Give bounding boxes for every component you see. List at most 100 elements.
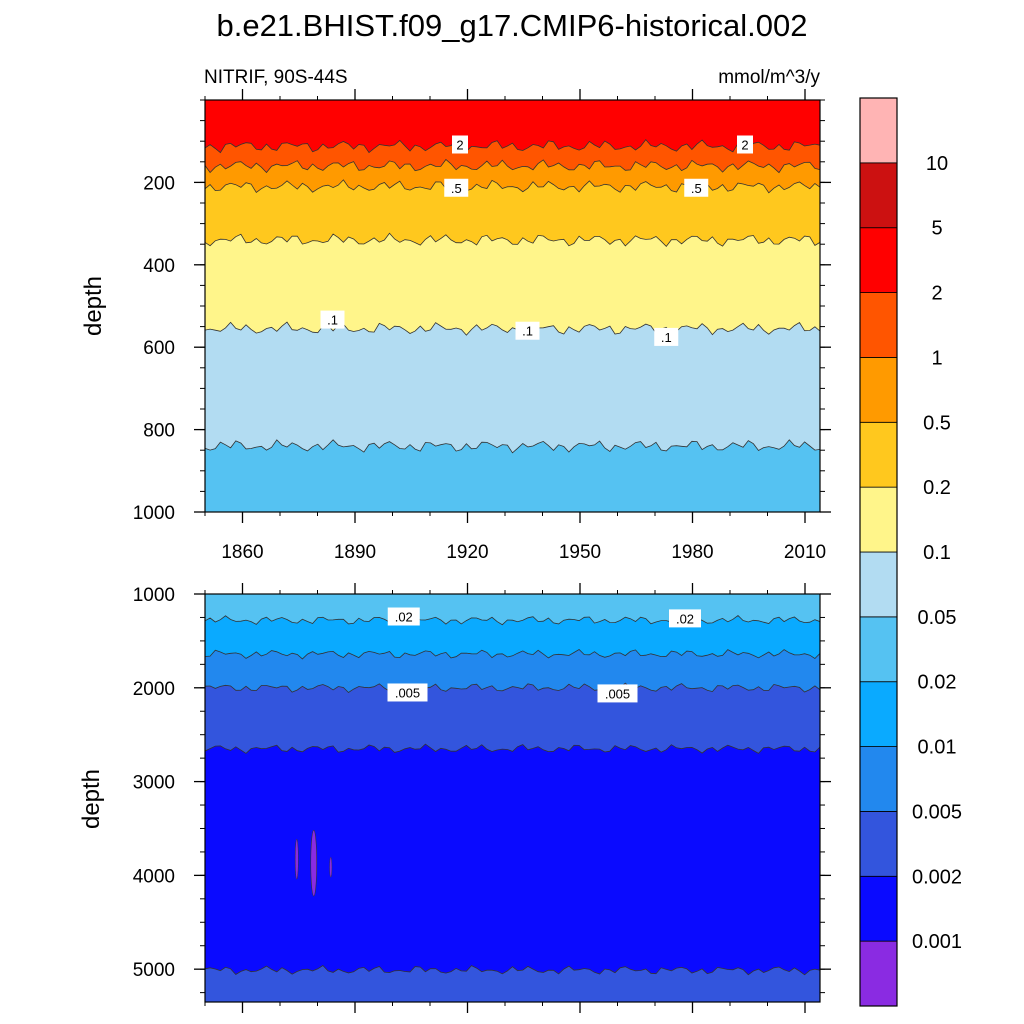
bottom-contour-band bbox=[205, 683, 820, 754]
top-right-label: mmol/m^3/y bbox=[718, 67, 820, 88]
bottom-contour-band bbox=[205, 649, 820, 693]
bottom-ytick-label: 2000 bbox=[133, 679, 175, 700]
top-contour-line bbox=[205, 158, 820, 174]
top-contour-band bbox=[205, 179, 820, 247]
bottom-contour-label-text: .02 bbox=[676, 611, 694, 626]
bottom-contour-label: .02 bbox=[669, 609, 701, 628]
top-contour-label: 2 bbox=[737, 135, 753, 154]
top-contour-line bbox=[205, 439, 820, 454]
colorbar-box bbox=[859, 681, 898, 747]
colorbar-box bbox=[859, 551, 898, 618]
top-xtick-label: 1950 bbox=[559, 542, 601, 563]
top-contour-label-text: .1 bbox=[327, 313, 338, 328]
bottom-contour-band bbox=[205, 615, 820, 659]
bottom-contour-line bbox=[205, 682, 820, 694]
top-contour-label-text: .1 bbox=[661, 330, 672, 345]
top-contour-label: .1 bbox=[320, 310, 345, 329]
colorbar-box bbox=[859, 162, 898, 229]
top-panel: 2 2 .5 .5 .1 .1 .1 1860 1890 1920 1950 1980 2010 200 4… bbox=[133, 89, 831, 563]
bottom-panel: .02 .02 .005 .005 1000 2000 3000 4000 5000 bbox=[133, 583, 831, 1013]
top-contour-label-text: .5 bbox=[451, 181, 462, 196]
bottom-contour-label-text: .005 bbox=[395, 685, 420, 700]
top-contour-line bbox=[205, 321, 820, 336]
bottom-ytick-label: 3000 bbox=[133, 773, 175, 794]
colorbar-box bbox=[859, 421, 898, 488]
top-ytick-label: 800 bbox=[143, 421, 175, 442]
top-contour-label-text: .5 bbox=[691, 181, 702, 196]
colorbar-label: 0.2 bbox=[923, 477, 951, 499]
colorbar-label: 0.001 bbox=[912, 931, 962, 953]
top-contour-label: .1 bbox=[654, 327, 679, 346]
bottom-ylabel: depth bbox=[78, 769, 105, 829]
top-xtick-label: 2010 bbox=[784, 542, 826, 563]
top-contour-band bbox=[205, 139, 820, 173]
top-contour-line bbox=[205, 179, 820, 194]
bottom-ytick-label: 1000 bbox=[133, 585, 175, 606]
top-contour-label: .5 bbox=[444, 178, 469, 197]
top-contour-band bbox=[205, 100, 820, 153]
figure-title: b.e21.BHIST.f09_g17.CMIP6-historical.002 bbox=[216, 8, 807, 43]
top-contour-label: .5 bbox=[684, 178, 709, 197]
bottom-contour-line bbox=[205, 648, 820, 660]
top-contour-label: 2 bbox=[452, 135, 468, 154]
top-contour-label-text: .1 bbox=[522, 324, 533, 339]
top-xtick-label: 1920 bbox=[446, 542, 488, 563]
top-contour-label-text: 2 bbox=[456, 137, 463, 152]
top-contour-label: .1 bbox=[515, 321, 540, 340]
colorbar-box bbox=[859, 616, 898, 683]
colorbar-box bbox=[859, 875, 898, 942]
bottom-contour-patch bbox=[310, 829, 318, 897]
colorbar-label: 1 bbox=[931, 347, 942, 369]
bottom-contour-band bbox=[205, 594, 820, 625]
colorbar-box bbox=[859, 227, 898, 293]
colorbar-box bbox=[859, 486, 898, 553]
colorbar-box bbox=[859, 940, 898, 1007]
top-contour-band bbox=[205, 439, 820, 512]
bottom-contour-label-text: .02 bbox=[395, 610, 413, 625]
colorbar-box bbox=[859, 97, 898, 164]
top-ytick-label: 200 bbox=[143, 173, 175, 194]
colorbar-label: 2 bbox=[931, 283, 942, 305]
colorbar-box bbox=[859, 292, 898, 358]
bottom-contour-line bbox=[205, 964, 820, 976]
top-contour-band bbox=[205, 322, 820, 453]
bottom-plot-frame bbox=[204, 593, 821, 1003]
bottom-contour-patch bbox=[294, 838, 299, 880]
bottom-contour-label: .005 bbox=[387, 683, 428, 702]
top-contour-line bbox=[205, 138, 820, 154]
colorbar-box bbox=[859, 357, 898, 423]
colorbar-label: 0.01 bbox=[918, 737, 957, 759]
top-ytick-label: 600 bbox=[143, 338, 175, 359]
top-left-label: NITRIF, 90S-44S bbox=[204, 67, 348, 88]
colorbar-label: 0.05 bbox=[918, 607, 957, 629]
colorbar-label: 0.1 bbox=[923, 542, 951, 564]
colorbar: 0.001 0.002 0.005 0.01 0.02 0.05 0.1 0.2 0.5 1 2 5 1… bbox=[859, 97, 962, 1007]
bottom-contour-patch bbox=[329, 856, 333, 878]
top-ylabel: depth bbox=[80, 276, 107, 336]
top-contour-band bbox=[205, 233, 820, 336]
top-contour-label-text: 2 bbox=[741, 137, 748, 152]
bottom-contour-label-text: .005 bbox=[605, 686, 630, 701]
top-xtick-label: 1860 bbox=[221, 542, 263, 563]
top-ytick-label: 400 bbox=[143, 256, 175, 277]
bottom-ytick-label: 4000 bbox=[133, 866, 175, 887]
colorbar-box bbox=[859, 746, 898, 812]
colorbar-label: 5 bbox=[931, 218, 942, 240]
top-xtick-label: 1890 bbox=[334, 542, 376, 563]
top-xtick-label: 1980 bbox=[671, 542, 713, 563]
colorbar-frame bbox=[859, 97, 898, 1007]
bottom-contour-line bbox=[205, 614, 820, 626]
colorbar-label: 10 bbox=[926, 153, 948, 175]
colorbar-box bbox=[859, 811, 898, 877]
top-ytick-label: 1000 bbox=[133, 503, 175, 524]
colorbar-label: 0.002 bbox=[912, 866, 962, 888]
colorbar-label: 0.005 bbox=[912, 801, 962, 823]
bottom-contour-line bbox=[205, 743, 820, 754]
bottom-contour-band bbox=[205, 965, 820, 1002]
colorbar-label: 0.02 bbox=[918, 672, 957, 694]
bottom-ytick-label: 5000 bbox=[133, 960, 175, 981]
colorbar-label: 0.5 bbox=[923, 412, 951, 434]
top-contour-line bbox=[205, 232, 820, 248]
bottom-contour-label: .005 bbox=[597, 684, 638, 703]
